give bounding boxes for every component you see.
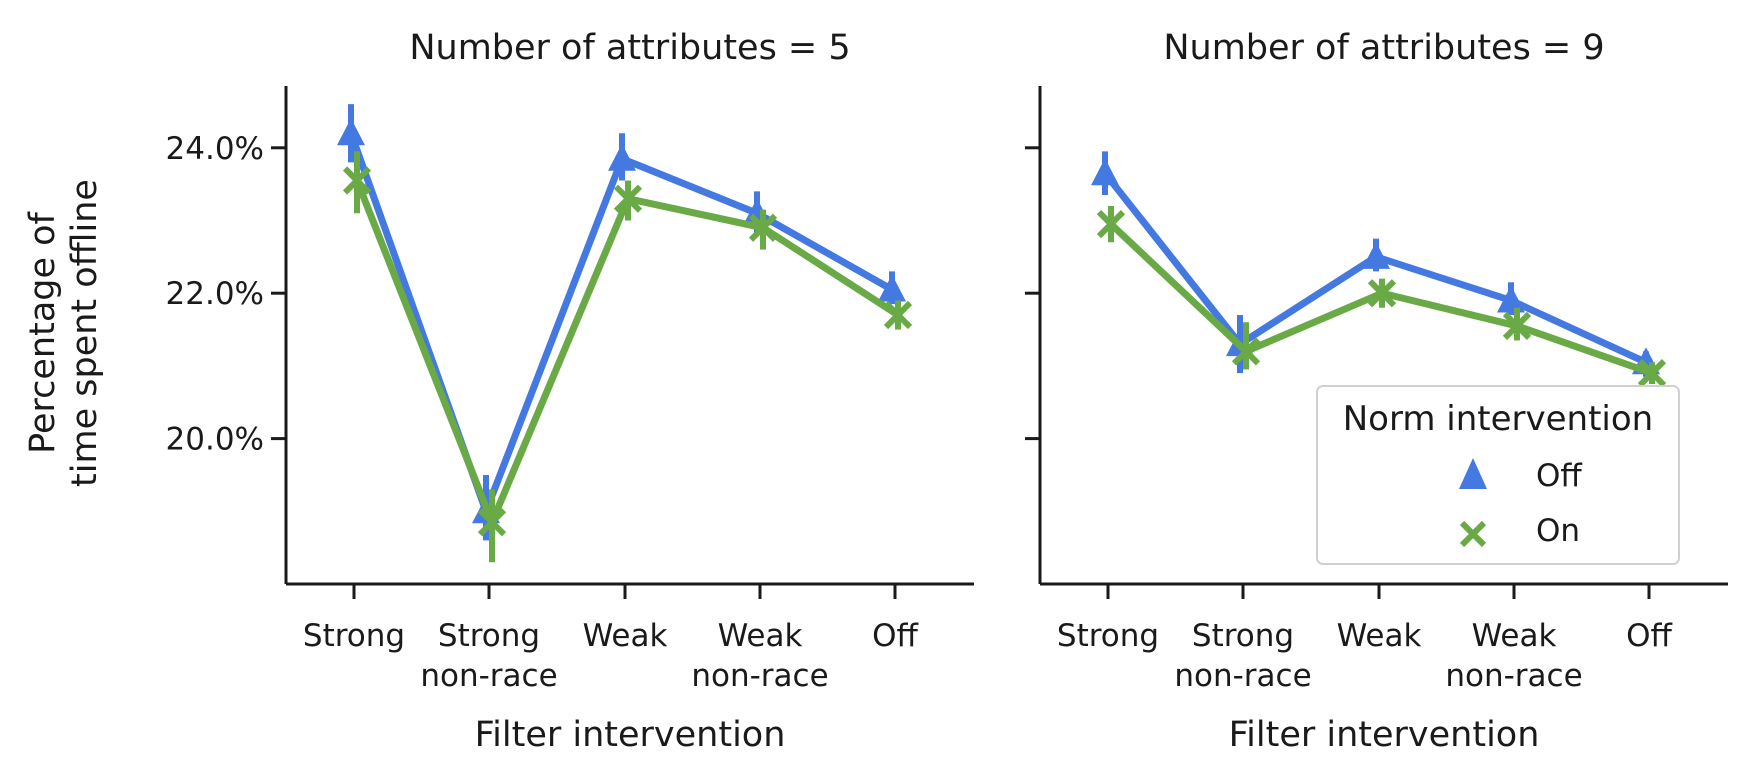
legend-entry-off: Off [1459,458,1582,494]
legend: Norm intervention Off On [1316,385,1680,565]
legend-label-on: On [1536,513,1580,549]
panel-attributes-9: Number of attributes = 9 Strong Strong non… [1025,28,1728,755]
data-point-on [342,166,372,195]
x-icon [1459,520,1487,548]
data-point-on [1096,210,1126,239]
x-tick-label: Weak [1472,618,1557,654]
y-axis-label-line1: Percentage of [23,211,63,453]
x-tick-label: Strong [438,618,540,654]
data-point-off [337,118,365,146]
x-tick-label: non-race [691,658,828,694]
x-tick-label: Weak [1337,618,1422,654]
panel-title: Number of attributes = 9 [1163,28,1604,68]
plot-layer: Strong Strong non-race Weak Weak non-race Off [1025,146,1673,694]
data-point-off [1091,158,1119,186]
x-tick-label: Strong [1057,618,1159,654]
data-point-off [878,274,906,302]
x-tick-label: Off [1626,618,1672,654]
data-point-on [613,184,643,213]
data-point-on [1231,337,1261,366]
legend-frame [1316,385,1680,565]
series-line-on [353,179,900,526]
y-tick-label: 20.0% [166,422,264,458]
data-point-on [1637,359,1667,388]
panel-title: Number of attributes = 5 [409,28,850,68]
data-point-on [1367,279,1397,308]
legend-entry-on: On [1459,513,1580,549]
x-tick-label: non-race [1174,658,1311,694]
x-tick-label: Strong [303,618,405,654]
y-tick-label: 24.0% [166,131,264,167]
x-tick-label: Strong [1192,618,1294,654]
legend-title: Norm intervention [1343,399,1653,439]
legend-label-off: Off [1536,458,1582,494]
data-point-on [748,213,778,242]
triangle-up-icon [1459,458,1487,489]
panel-attributes-5: Number of attributes = 5 20.0% 22.0% 24.0%… [166,28,974,755]
x-tick-label: Weak [718,618,803,654]
y-axis-label-line2: time spent offline [65,179,105,487]
data-point-off [1497,285,1525,313]
x-tick-label: Weak [583,618,668,654]
data-point-on [477,508,507,537]
data-point-off [1362,241,1390,269]
data-point-on [1502,311,1532,341]
x-axis-label: Filter intervention [1229,715,1540,755]
data-point-off [608,143,636,171]
x-tick-label: Off [872,618,918,654]
plot-layer: 20.0% 22.0% 24.0% Strong Strong non-race Weak W… [166,104,919,694]
x-axis-label: Filter intervention [475,715,786,755]
y-tick-label: 22.0% [166,276,264,312]
data-point-on [883,300,913,330]
x-tick-label: non-race [1445,658,1582,694]
y-axis-label: Percentage of time spent offline [23,179,105,487]
x-tick-label: non-race [420,658,557,694]
